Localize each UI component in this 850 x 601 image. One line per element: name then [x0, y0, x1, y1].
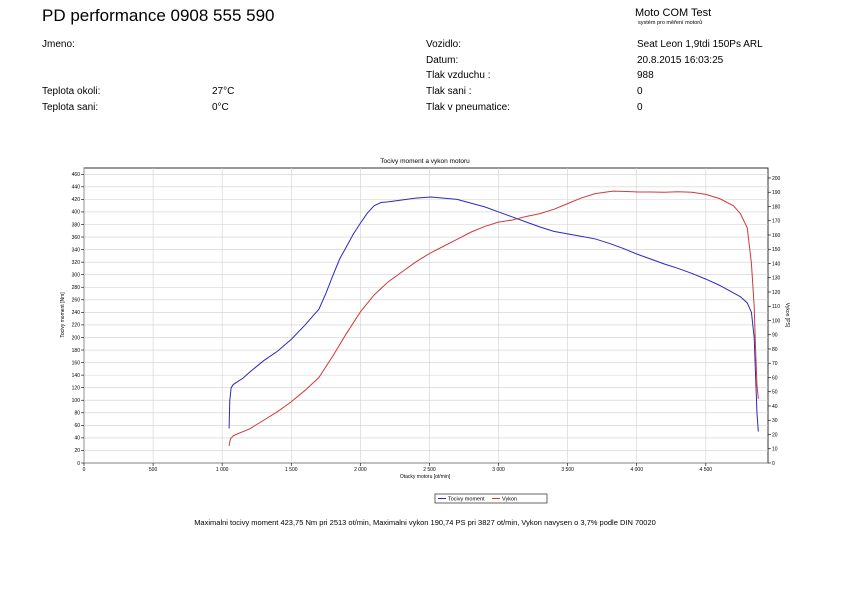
y-tick-label: 120	[72, 385, 81, 391]
x-tick-label: 1 500	[285, 467, 298, 473]
y-tick-label: 260	[72, 298, 81, 304]
y-tick-label: 20	[74, 448, 80, 454]
x-tick-label: 2 000	[354, 467, 367, 473]
y2-tick-label: 100	[772, 318, 781, 324]
chart-title: Tocivy moment a vykon motoru	[380, 158, 470, 165]
y-tick-label: 460	[72, 172, 81, 178]
y2-tick-label: 0	[772, 461, 775, 467]
intake-pressure-value: 0	[637, 86, 643, 97]
tire-pressure-value: 0	[637, 102, 643, 113]
y-tick-label: 360	[72, 235, 81, 241]
y-tick-label: 380	[72, 222, 81, 228]
y-tick-label: 300	[72, 273, 81, 279]
torque-curve	[228, 196, 759, 432]
intake-temp-label: Teplota sani:	[42, 102, 99, 113]
name-label: Jmeno:	[42, 39, 75, 50]
y-tick-label: 80	[74, 411, 80, 417]
intake-temp-value: 0°C	[212, 102, 229, 113]
y2-tick-label: 190	[772, 190, 781, 196]
y-tick-label: 40	[74, 436, 80, 442]
y-tick-label: 320	[72, 260, 81, 266]
y2-tick-label: 50	[772, 390, 778, 396]
y2-tick-label: 180	[772, 204, 781, 210]
y-tick-label: 140	[72, 373, 81, 379]
y2-tick-label: 160	[772, 233, 781, 239]
y2-tick-label: 140	[772, 261, 781, 267]
grid-lines	[83, 168, 768, 464]
x-tick-label: 0	[83, 467, 86, 473]
x-tick-label: 3 000	[492, 467, 505, 473]
air-pressure-value: 988	[637, 70, 654, 81]
date-label: Datum:	[426, 55, 459, 66]
legend-label-power: Vykon	[502, 497, 517, 503]
vehicle-value: Seat Leon 1,9tdi 150Ps ARL	[637, 39, 763, 50]
y-tick-label: 180	[72, 348, 81, 354]
y-tick-label: 200	[72, 335, 81, 341]
y2-tick-label: 150	[772, 247, 781, 253]
x-tick-label: 2 500	[423, 467, 436, 473]
power-curve	[228, 190, 759, 446]
y2-tick-label: 70	[772, 361, 778, 367]
date-value: 20.8.2015 16:03:25	[637, 55, 724, 66]
y2-tick-label: 120	[772, 290, 781, 296]
ambient-temp-value: 27°C	[212, 86, 235, 97]
y2-axis-label: Vykon [PS]	[784, 303, 790, 328]
y-tick-label: 440	[72, 185, 81, 191]
x-tick-label: 4 500	[700, 467, 713, 473]
y-tick-label: 240	[72, 310, 81, 316]
y-tick-label: 400	[72, 210, 81, 216]
vehicle-label: Vozidlo:	[426, 39, 462, 50]
y-tick-label: 100	[72, 398, 81, 404]
x-tick-label: 500	[149, 467, 158, 473]
y-tick-label: 60	[74, 423, 80, 429]
legend-box	[434, 493, 548, 504]
y-axis-label: Tocivy moment [Nm]	[60, 292, 66, 338]
y-tick-label: 220	[72, 323, 81, 329]
y-tick-label: 280	[72, 285, 81, 291]
y2-tick-label: 110	[772, 304, 780, 310]
air-pressure-label: Tlak vzduchu :	[426, 70, 491, 81]
y2-tick-label: 80	[772, 347, 778, 353]
x-tick-label: 4 000	[630, 467, 643, 473]
brand-name: Moto COM Test	[635, 7, 712, 19]
legend-label-torque: Tocivy moment	[448, 497, 485, 503]
y2-tick-label: 130	[772, 276, 781, 282]
y2-tick-label: 10	[772, 447, 778, 453]
summary-text: Maximalni tocivy moment 423,75 Nm pri 25…	[194, 518, 656, 527]
y2-tick-label: 40	[772, 404, 778, 410]
brand-subtitle: systém pro měření motorů	[638, 20, 703, 26]
y-tick-label: 420	[72, 197, 81, 203]
x-tick-label: 3 500	[561, 467, 574, 473]
ambient-temp-label: Teplota okoli:	[42, 86, 101, 97]
legend: Tocivy moment Vykon	[434, 493, 548, 504]
page-title: PD performance 0908 555 590	[42, 6, 275, 25]
y2-tick-label: 170	[772, 219, 781, 225]
tire-pressure-label: Tlak v pneumatice:	[426, 102, 510, 113]
x-axis-label: Otacky motoru [ot/min]	[400, 474, 451, 480]
y-tick-label: 160	[72, 360, 81, 366]
x-tick-label: 1 000	[216, 467, 229, 473]
y2-tick-label: 200	[772, 176, 781, 182]
y2-tick-label: 90	[772, 333, 778, 339]
intake-pressure-label: Tlak sani :	[426, 86, 472, 97]
plot-area	[83, 167, 769, 464]
y-tick-label: 340	[72, 247, 81, 253]
y2-tick-label: 30	[772, 418, 778, 424]
curves	[228, 190, 759, 446]
y2-tick-label: 60	[772, 375, 778, 381]
axes: 0204060801001201401601802002202402602803…	[72, 172, 781, 473]
y2-tick-label: 20	[772, 432, 778, 438]
y-tick-label: 0	[77, 461, 80, 467]
